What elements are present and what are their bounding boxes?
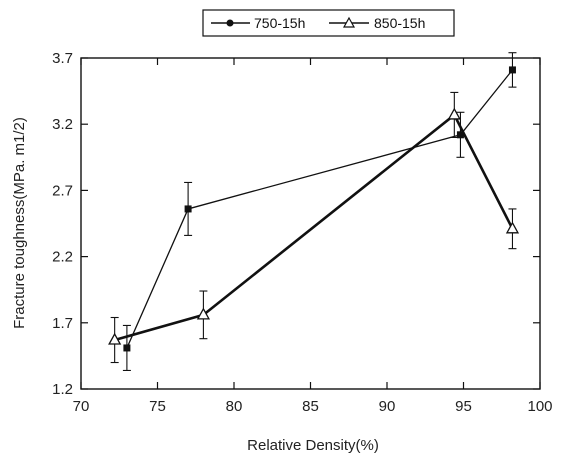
y-axis-title: Fracture toughness(MPa. m1/2) [11,117,28,329]
y-tick-label: 3.2 [52,116,73,133]
x-tick-label: 70 [73,398,90,415]
x-tick-label: 85 [302,398,319,415]
data-point-850-15h [505,221,520,234]
x-tick-label: 95 [455,398,472,415]
legend: 750-15h 850-15h [202,9,455,37]
data-point-750-15h [184,205,192,213]
y-tick-label: 2.7 [52,182,73,199]
legend-marker-850-15h [342,16,356,28]
data-point-850-15h [196,307,210,320]
x-tick-label: 90 [379,398,396,415]
data-point-850-15h [447,107,461,120]
data-point-750-15h [508,66,516,74]
x-tick-label: 75 [149,398,166,415]
series-line-750-15h [126,69,513,349]
axes-layer [80,57,541,390]
y-tick-label: 1.7 [52,315,73,332]
data-point-750-15h [123,344,131,352]
plot-frame [80,57,541,390]
series-layer [108,52,520,372]
legend-label-850-15h: 850-15h [374,15,425,31]
x-tick-label: 80 [226,398,243,415]
ticks-layer: 70 75 80 85 90 95 100 1.2 1.7 2.2 2.7 3.2 3.7 [52,50,552,415]
y-tick-label: 2.2 [52,249,73,266]
data-point-850-15h [108,332,122,345]
y-tick-label: 1.2 [52,381,73,398]
legend-label-750-15h: 750-15h [254,15,305,31]
series-line-850-15h [114,113,514,342]
y-tick-label: 3.7 [52,50,73,67]
x-axis-title: Relative Density(%) [247,437,379,454]
x-tick-label: 100 [527,398,552,415]
data-point-750-15h [456,131,464,139]
legend-marker-750-15h [226,19,234,27]
